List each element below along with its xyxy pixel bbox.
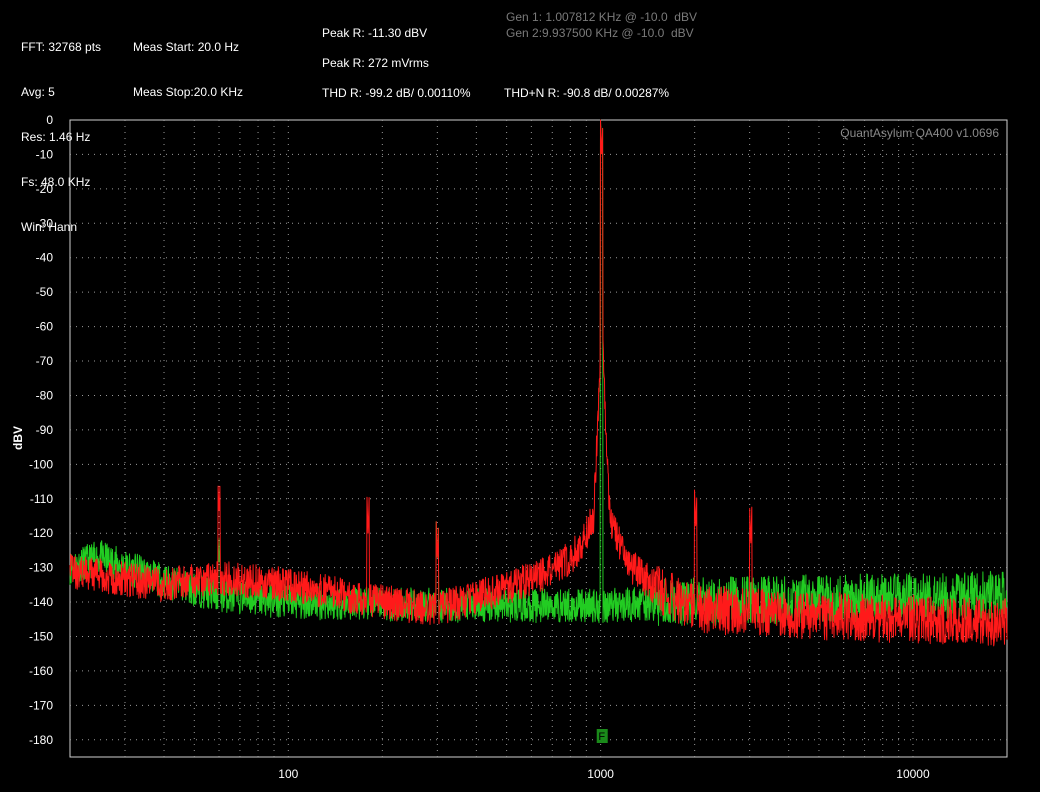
measurement-range: Meas Start: 20.0 Hz Meas Stop:20.0 KHz (133, 10, 243, 115)
thdn-readout: THD+N R: -90.8 dB/ 0.00287% (504, 86, 670, 100)
fundamental-marker: F (596, 729, 608, 743)
y-tick-label: -120 (29, 526, 53, 540)
y-tick-label: -110 (30, 492, 53, 506)
y-tick-label: -10 (36, 147, 54, 161)
y-tick-label: -100 (29, 457, 53, 471)
y-tick-label: -150 (29, 629, 53, 643)
spectrum-trace (69, 119, 1008, 627)
y-tick-label: -180 (29, 733, 53, 747)
meas-start: Meas Start: 20.0 Hz (133, 40, 240, 54)
chart-title: QuantAsylum QA400 v1.0696 (840, 126, 999, 140)
y-tick-label: -20 (36, 182, 54, 196)
x-tick-label: 1000 (587, 767, 614, 781)
averages: Avg: 5 (21, 85, 55, 99)
y-tick-label: -90 (36, 423, 54, 437)
peak-dbv: Peak R: -11.30 dBV (322, 26, 428, 40)
sample-rate: Fs: 48.0 KHz (21, 175, 91, 189)
meas-stop: Meas Stop:20.0 KHz (133, 85, 244, 99)
y-tick-label: -140 (29, 595, 53, 609)
y-tick-labels: 0 -10 -20 -30 -40 -50 -60 -70 -80 -90 -100 -110 -120… (29, 113, 53, 747)
grid-lines (70, 120, 1007, 757)
marker-label: F (598, 731, 605, 743)
peak-rms: Peak R: 272 mVrms (322, 56, 429, 70)
thd-readout: THD R: -99.2 dB/ 0.00110% (322, 86, 471, 100)
y-tick-label: -160 (29, 664, 53, 678)
y-tick-label: -50 (36, 285, 54, 299)
marker-box (596, 729, 608, 743)
x-tick-label: 100 (278, 767, 298, 781)
resolution: Res: 1.46 Hz (21, 130, 91, 144)
generator-2: Gen 2:9.937500 KHz @ -10.0 dBV (506, 26, 694, 40)
y-tick-label: -170 (29, 698, 53, 712)
y-tick-label: -40 (36, 251, 54, 265)
x-tick-labels: 100 1000 10000 (278, 767, 930, 781)
spectrum-traces (69, 119, 1008, 647)
y-tick-label: -80 (36, 388, 54, 402)
fft-points: FFT: 32768 pts (21, 40, 102, 54)
y-tick-label: -60 (36, 320, 54, 334)
y-tick-label: -130 (29, 561, 53, 575)
y-tick-label: 0 (46, 113, 53, 127)
plot-frame (69, 119, 1008, 758)
fft-settings: FFT: 32768 pts Avg: 5 Res: 1.46 Hz Fs: 4… (21, 10, 101, 250)
spectrum-trace (69, 119, 1008, 647)
y-axis-label: dBV (11, 426, 25, 450)
generator-1: Gen 1: 1.007812 KHz @ -10.0 dBV (506, 10, 697, 24)
y-tick-label: -30 (36, 216, 54, 230)
y-tick-label: -70 (36, 354, 54, 368)
x-tick-label: 10000 (896, 767, 930, 781)
